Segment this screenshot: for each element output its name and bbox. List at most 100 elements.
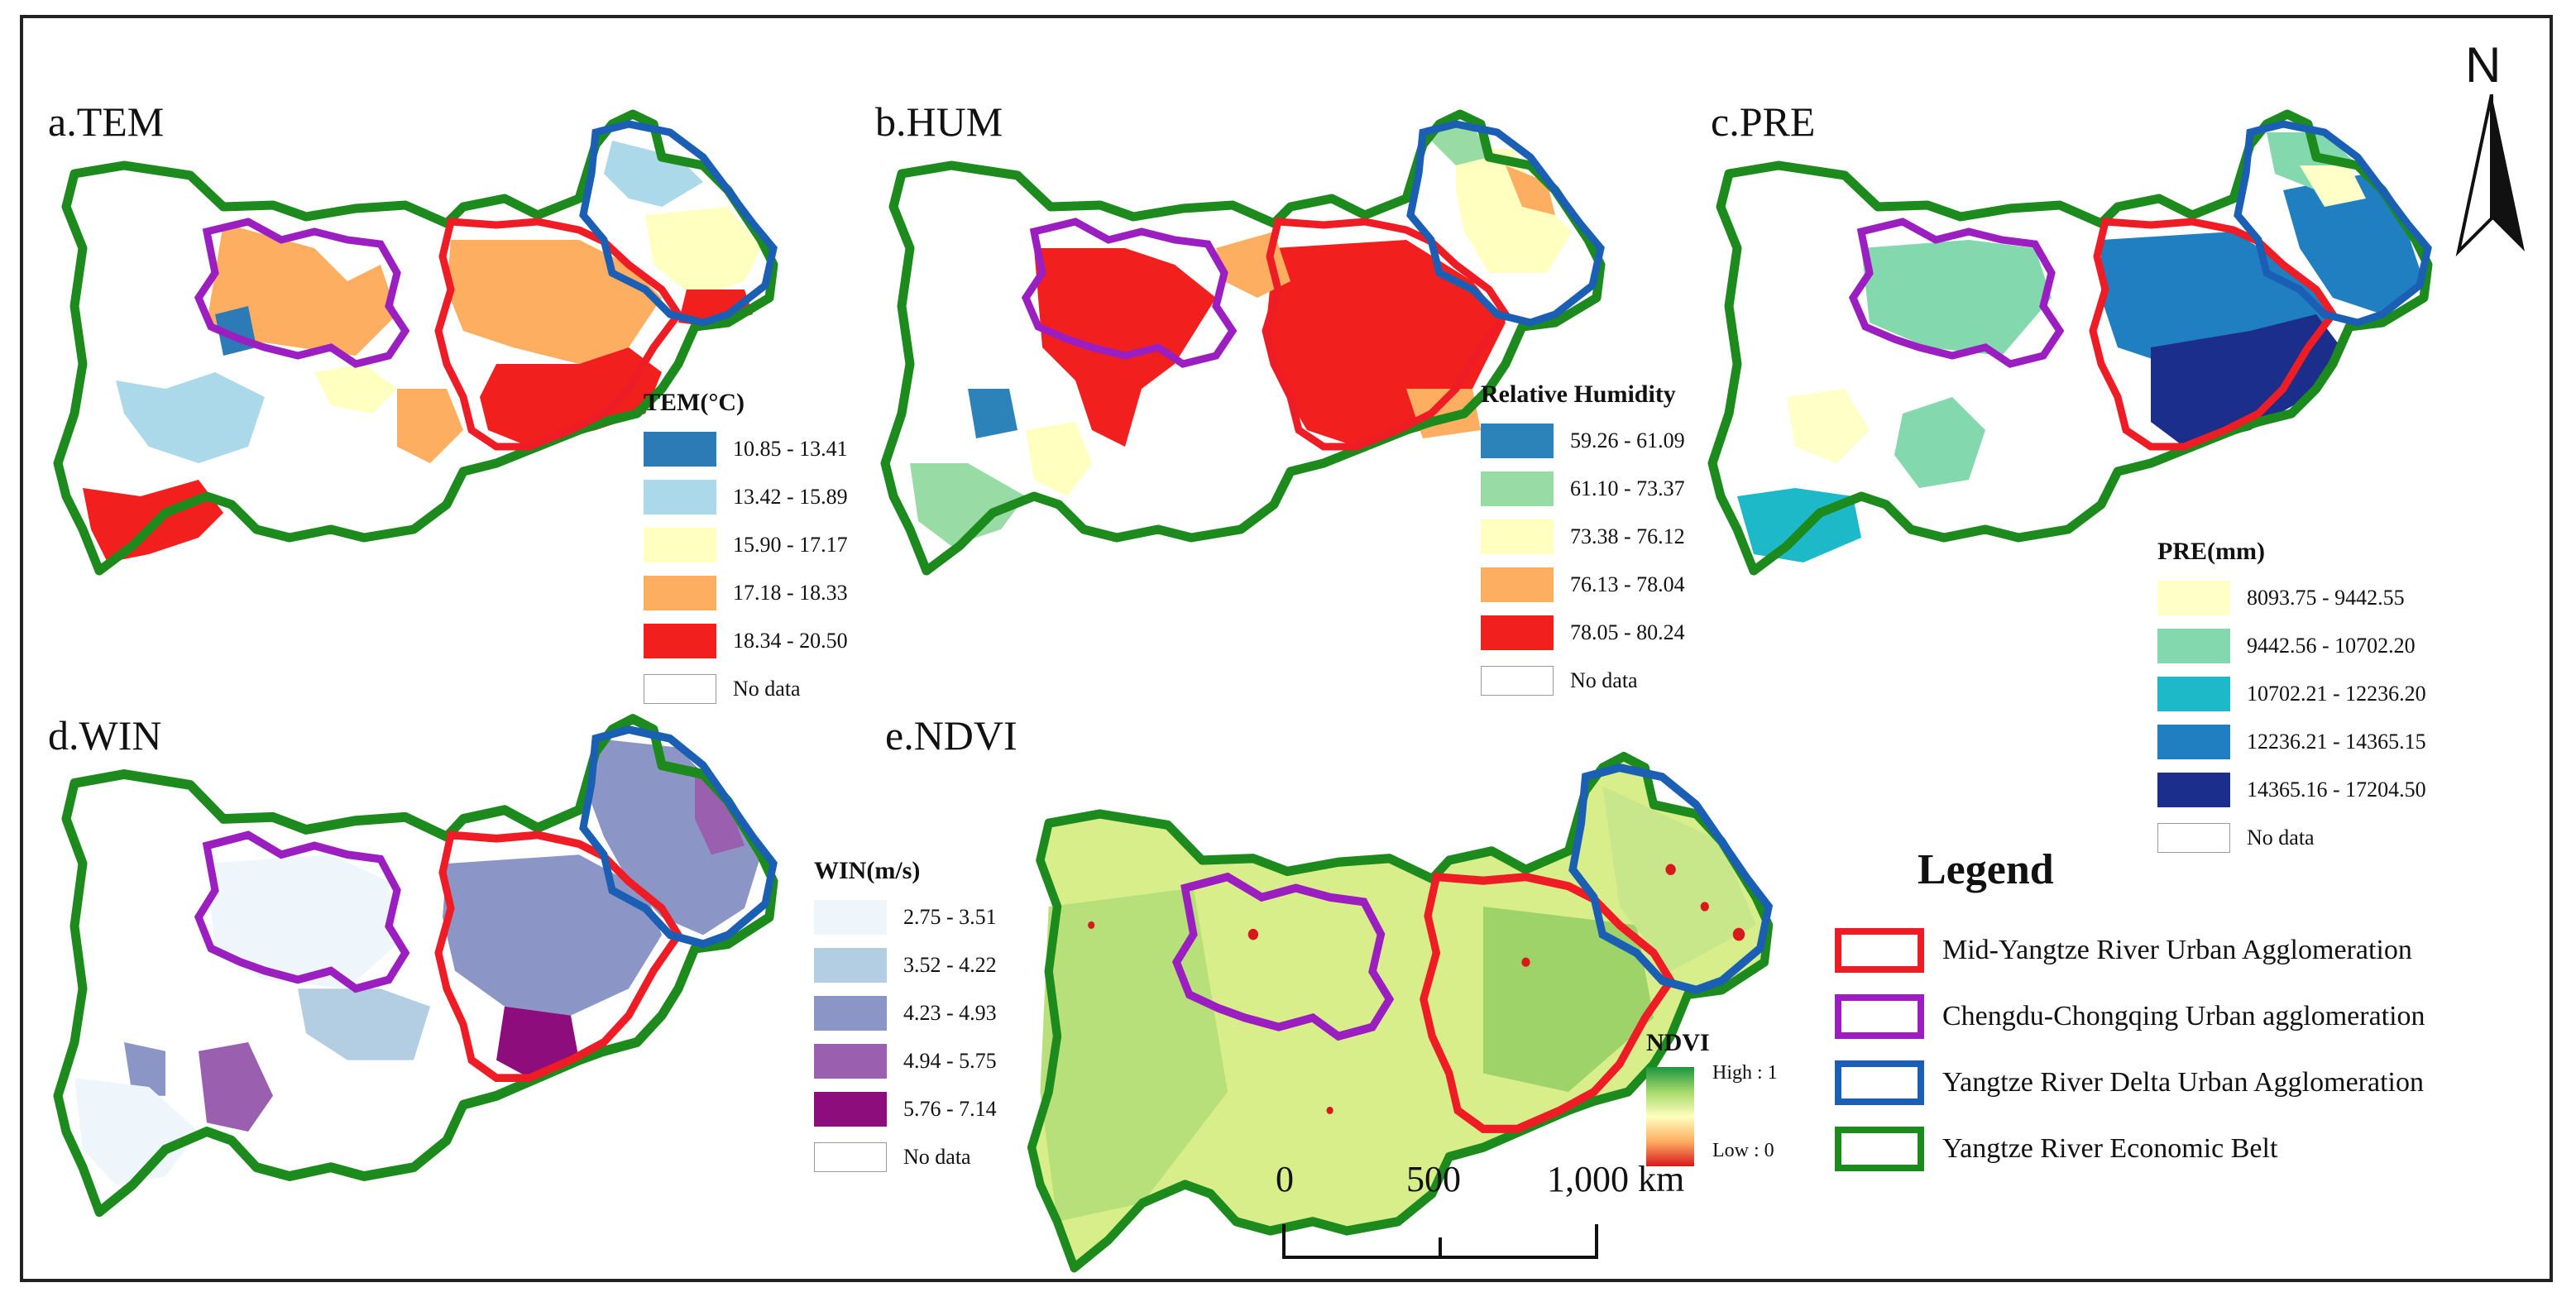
legend-swatch: [1481, 424, 1554, 458]
legend-swatch: [814, 948, 887, 983]
legend-class-label: 9442.56 - 10702.20: [2247, 634, 2416, 658]
legend-swatch: [814, 996, 887, 1031]
legend-swatch: [1481, 615, 1554, 650]
legend-ndvi: NDVI High : 1 Low : 0: [1646, 1029, 1778, 1166]
legend-ndvi-title: NDVI: [1646, 1029, 1710, 1056]
legend-class-label: 73.38 - 76.12: [1570, 524, 1685, 548]
scale-label-1000: 1,000 km: [1547, 1159, 1685, 1199]
legend-class-label: 3.52 - 4.22: [903, 953, 997, 977]
main-legend-swatch: [1835, 1060, 1924, 1105]
legend-swatch-nodata: [814, 1142, 887, 1172]
legend-swatch: [1481, 567, 1554, 602]
map-tem: [58, 114, 773, 571]
legend-nodata-label: No data: [733, 677, 801, 701]
legend-hum-class: 76.13 - 78.04: [1481, 561, 1685, 609]
legend-tem-nodata: No data: [644, 665, 848, 713]
ndvi-low-label: Low : 0: [1712, 1140, 1774, 1161]
map-pre: [1712, 114, 2428, 571]
legend-class-label: 12236.21 - 14365.15: [2247, 730, 2426, 754]
legend-class-label: 59.26 - 61.09: [1570, 428, 1685, 452]
legend-hum-class: 73.38 - 76.12: [1481, 513, 1685, 561]
legend-class-label: 76.13 - 78.04: [1570, 572, 1685, 596]
legend-nodata-label: No data: [1570, 668, 1638, 692]
main-legend-label: Yangtze River Delta Urban Agglomeration: [1942, 1067, 2424, 1098]
main-legend-label: Yangtze River Economic Belt: [1942, 1133, 2278, 1164]
panel-title-pre: c.PRE: [1711, 98, 1816, 145]
legend-win-class: 4.23 - 4.93: [814, 989, 997, 1037]
legend-class-label: 13.42 - 15.89: [733, 485, 848, 509]
figure-frame: [20, 15, 2553, 1282]
scale-label-0: 0: [1276, 1159, 1294, 1199]
legend-swatch-nodata: [644, 674, 716, 704]
legend-class-label: 10.85 - 13.41: [733, 437, 848, 461]
legend-tem: TEM(°C) 10.85 - 13.41 13.42 - 15.89 15.90 -…: [644, 389, 848, 713]
main-legend-swatch: [1835, 1127, 1924, 1171]
legend-pre-title: PRE(mm): [2157, 538, 2265, 565]
legend-win-class: 2.75 - 3.51: [814, 893, 997, 941]
legend-swatch: [814, 900, 887, 935]
legend-swatch: [2157, 725, 2230, 759]
legend-win: WIN(m/s) 2.75 - 3.51 3.52 - 4.22 4.23 - 4.9…: [814, 857, 997, 1181]
map-win: [58, 719, 773, 1212]
legend-tem-class: 18.34 - 20.50: [644, 617, 848, 665]
main-legend-item: Yangtze River Delta Urban Agglomeration: [1835, 1050, 2425, 1116]
legend-swatch: [814, 1044, 887, 1079]
legend-swatch: [2157, 773, 2230, 807]
legend-pre-class: 12236.21 - 14365.15: [2157, 718, 2426, 766]
legend-pre: PRE(mm) 8093.75 - 9442.55 9442.56 - 10702.…: [2157, 538, 2426, 862]
panel-title-tem: a.TEM: [48, 98, 165, 145]
ndvi-high-label: High : 1: [1712, 1062, 1778, 1084]
legend-win-class: 3.52 - 4.22: [814, 941, 997, 989]
legend-swatch: [2157, 629, 2230, 663]
legend-nodata-label: No data: [903, 1145, 971, 1169]
legend-swatch: [644, 432, 716, 467]
panel-title-ndvi: e.NDVI: [885, 712, 1017, 759]
legend-class-label: 14365.16 - 17204.50: [2247, 778, 2426, 802]
legend-swatch: [1481, 519, 1554, 554]
legend-swatch-nodata: [1481, 666, 1554, 696]
legend-swatch: [644, 624, 716, 658]
legend-pre-class: 9442.56 - 10702.20: [2157, 622, 2426, 670]
main-legend-title: Legend: [1918, 846, 2054, 893]
legend-win-class: 5.76 - 7.14: [814, 1085, 997, 1133]
legend-pre-class: 14365.16 - 17204.50: [2157, 766, 2426, 814]
main-legend: Legend Mid-Yangtze River Urban Agglomera…: [1835, 845, 2425, 1182]
main-legend-label: Mid-Yangtze River Urban Agglomeration: [1942, 935, 2412, 965]
main-legend-item: Mid-Yangtze River Urban Agglomeration: [1835, 917, 2425, 984]
legend-class-label: 5.76 - 7.14: [903, 1097, 997, 1121]
north-arrow-label: N: [2465, 37, 2502, 93]
legend-tem-title: TEM(°C): [644, 389, 745, 416]
legend-class-label: 61.10 - 73.37: [1570, 476, 1685, 500]
legend-pre-nodata: No data: [2157, 814, 2426, 862]
ndvi-color-ramp: [1646, 1067, 1694, 1166]
main-legend-item: Chengdu-Chongqing Urban agglomeration: [1835, 984, 2425, 1050]
map-ndvi: [1032, 757, 1769, 1268]
legend-hum-title: Relative Humidity: [1481, 380, 1676, 408]
legend-pre-class: 8093.75 - 9442.55: [2157, 574, 2426, 622]
legend-swatch: [814, 1092, 887, 1127]
legend-class-label: 15.90 - 17.17: [733, 533, 848, 557]
legend-tem-class: 13.42 - 15.89: [644, 473, 848, 521]
legend-swatch: [644, 480, 716, 514]
legend-class-label: 18.34 - 20.50: [733, 629, 848, 653]
legend-class-label: 4.23 - 4.93: [903, 1001, 997, 1025]
legend-tem-class: 17.18 - 18.33: [644, 569, 848, 617]
legend-win-nodata: No data: [814, 1133, 997, 1181]
legend-hum-class: 59.26 - 61.09: [1481, 417, 1685, 465]
legend-class-label: 2.75 - 3.51: [903, 905, 997, 929]
legend-hum-class: 78.05 - 80.24: [1481, 609, 1685, 657]
legend-class-label: 4.94 - 5.75: [903, 1049, 997, 1073]
legend-win-class: 4.94 - 5.75: [814, 1037, 997, 1085]
legend-nodata-label: No data: [2247, 826, 2315, 850]
legend-hum-class: 61.10 - 73.37: [1481, 465, 1685, 513]
legend-swatch: [644, 528, 716, 562]
north-arrow-icon: [2455, 94, 2525, 257]
scale-bar-line: [1282, 1224, 1598, 1259]
main-legend-item: Yangtze River Economic Belt: [1835, 1116, 2425, 1182]
legend-tem-class: 15.90 - 17.17: [644, 521, 848, 569]
panel-title-hum: b.HUM: [875, 98, 1003, 145]
legend-class-label: 17.18 - 18.33: [733, 581, 848, 605]
main-legend-swatch: [1835, 994, 1924, 1039]
legend-hum: Relative Humidity 59.26 - 61.09 61.10 - 73…: [1481, 380, 1685, 705]
